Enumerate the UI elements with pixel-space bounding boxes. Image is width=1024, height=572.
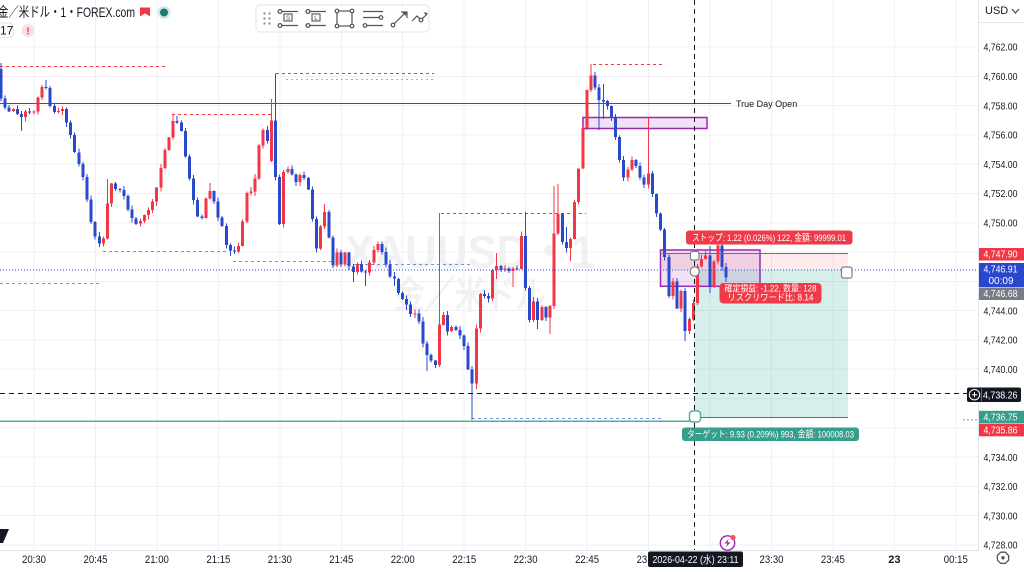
svg-text:2026-04-22 (水) 23:11: 2026-04-22 (水) 23:11 [653,554,739,566]
svg-text:USD: USD [985,5,1008,17]
svg-text:4,762.00: 4,762.00 [984,42,1018,54]
svg-text:4,747.90: 4,747.90 [984,250,1018,261]
svg-text:ストップ: 1.22 (0.026%) 122, 金額: 9: ストップ: 1.22 (0.026%) 122, 金額: 99999.01 [692,232,846,244]
svg-text:21:15: 21:15 [206,554,230,566]
svg-text:22:00: 22:00 [391,554,415,566]
svg-text:L: L [314,15,318,22]
svg-text:4,736.75: 4,736.75 [984,412,1018,423]
svg-text:金／米ドル・1・FOREX.com: 金／米ドル・1・FOREX.com [0,4,135,20]
svg-text:4,746.68: 4,746.68 [984,289,1018,300]
svg-text:ターゲット: 9.93 (0.209%) 993, 金額:: ターゲット: 9.93 (0.209%) 993, 金額: 100008.03 [687,429,854,441]
svg-text:21:30: 21:30 [268,554,292,566]
svg-text:4,735.86: 4,735.86 [984,425,1018,436]
svg-text:4,752.00: 4,752.00 [984,188,1018,200]
svg-text:4,754.00: 4,754.00 [984,159,1018,171]
svg-text:17: 17 [0,24,14,38]
svg-text:4,728.00: 4,728.00 [984,540,1018,552]
svg-text:4,740.00: 4,740.00 [984,364,1018,376]
svg-text:4,738.26: 4,738.26 [983,391,1018,402]
svg-text:4,734.00: 4,734.00 [984,452,1018,464]
svg-text:23:30: 23:30 [760,554,784,566]
svg-text:4,732.00: 4,732.00 [984,481,1018,493]
svg-text:確定損益: -1.22, 数量: 128: 確定損益: -1.22, 数量: 128 [725,283,817,294]
svg-text:22:15: 22:15 [452,554,476,566]
svg-text:21:00: 21:00 [145,554,169,566]
svg-text:22:30: 22:30 [514,554,538,566]
svg-text:!: ! [26,27,29,38]
svg-text:20:30: 20:30 [22,554,46,566]
svg-text:22:45: 22:45 [575,554,599,566]
svg-text:S: S [286,15,291,22]
svg-text:4,758.00: 4,758.00 [984,100,1018,112]
svg-text:4,756.00: 4,756.00 [984,130,1018,142]
svg-text:リスクリワード比: 8.14: リスクリワード比: 8.14 [728,292,814,303]
svg-text:4,730.00: 4,730.00 [984,510,1018,522]
svg-text:4,744.00: 4,744.00 [984,305,1018,317]
svg-text:4,760.00: 4,760.00 [984,71,1018,83]
svg-text:True Day Open: True Day Open [736,99,797,109]
svg-text:4,742.00: 4,742.00 [984,335,1018,347]
svg-text:00:15: 00:15 [944,554,968,566]
svg-text:23:45: 23:45 [821,554,845,566]
svg-text:4,750.00: 4,750.00 [984,218,1018,230]
svg-text:23: 23 [888,554,900,566]
svg-text:21:45: 21:45 [329,554,353,566]
svg-text:20:45: 20:45 [84,554,108,566]
svg-text:00:09: 00:09 [988,276,1013,287]
svg-text:4,746.91: 4,746.91 [984,265,1018,276]
